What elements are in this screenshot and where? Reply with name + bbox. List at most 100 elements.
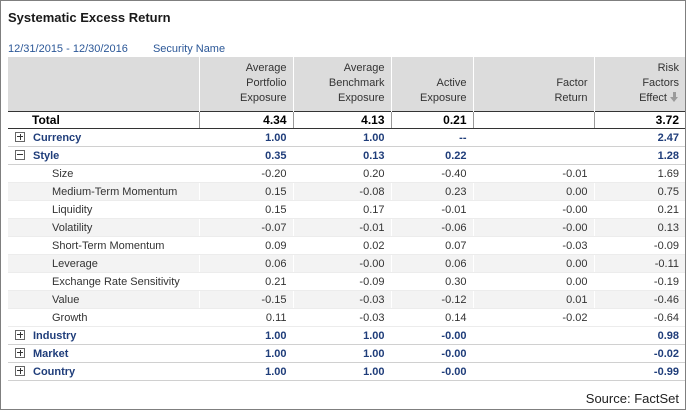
factor-avg-benchmark: -0.03: [292, 308, 391, 327]
group-active-exposure: --: [390, 128, 473, 147]
factor-risk-effect: -0.11: [593, 254, 685, 273]
factor-active-exposure: -0.12: [390, 290, 473, 309]
factor-active-exposure: -0.06: [390, 218, 473, 237]
expand-icon[interactable]: [15, 131, 25, 142]
factor-label: Leverage: [8, 254, 199, 273]
group-avg-portfolio: 0.35: [198, 146, 293, 165]
group-avg-benchmark: 1.00: [292, 362, 391, 381]
total-avg-benchmark: 4.13: [292, 111, 391, 129]
group-risk-effect: 2.47: [593, 128, 685, 147]
group-risk-effect: -0.99: [593, 362, 685, 381]
header-avg-benchmark-exposure[interactable]: Average Benchmark Exposure: [292, 57, 391, 112]
factor-risk-effect: -0.64: [593, 308, 685, 327]
factor-factor-return: -0.02: [472, 308, 594, 327]
source-note: Source: FactSet: [585, 391, 679, 406]
group-row-industry[interactable]: Industry 1.00 1.00 -0.00 0.98: [8, 326, 685, 345]
factor-avg-portfolio: 0.11: [198, 308, 293, 327]
factor-factor-return: -0.00: [472, 218, 594, 237]
group-risk-effect: 1.28: [593, 146, 685, 165]
factor-active-exposure: 0.23: [390, 182, 473, 201]
table-row: Exchange Rate Sensitivity 0.21 -0.09 0.30 0.…: [8, 272, 685, 291]
group-avg-benchmark: 1.00: [292, 326, 391, 345]
factor-active-exposure: 0.14: [390, 308, 473, 327]
factor-factor-return: 0.01: [472, 290, 594, 309]
group-label: Industry: [33, 329, 77, 342]
total-factor-return: [472, 111, 594, 129]
factor-risk-effect: 0.75: [593, 182, 685, 201]
collapse-icon[interactable]: [15, 149, 25, 160]
header-risk-factors-effect[interactable]: Risk Factors Effect: [593, 57, 685, 112]
group-row-currency[interactable]: Currency 1.00 1.00 -- 2.47: [8, 128, 685, 147]
factor-avg-benchmark: -0.09: [292, 272, 391, 291]
group-label: Currency: [33, 131, 82, 144]
report-title: Systematic Excess Return: [8, 10, 171, 25]
factor-table: Average Portfolio Exposure Average Benchmar…: [8, 57, 685, 381]
group-factor-return: [472, 344, 594, 363]
security-name-link[interactable]: Security Name: [152, 43, 226, 55]
factor-label: Exchange Rate Sensitivity: [8, 272, 199, 291]
table-row: Growth 0.11 -0.03 0.14 -0.02 -0.64: [8, 308, 685, 327]
table-header-row: Average Portfolio Exposure Average Benchmar…: [8, 57, 685, 112]
table-body: Total 4.34 4.13 0.21 3.72 Currency 1.00 1.…: [8, 111, 685, 381]
factor-avg-portfolio: 0.09: [198, 236, 293, 255]
date-range-link[interactable]: 12/31/2015 - 12/30/2016: [8, 43, 128, 55]
expand-icon[interactable]: [15, 365, 25, 376]
group-label-cell: Market: [8, 344, 199, 363]
group-label-cell: Industry: [8, 326, 199, 345]
group-risk-effect: -0.02: [593, 344, 685, 363]
total-avg-portfolio: 4.34: [198, 111, 293, 129]
factor-avg-portfolio: 0.06: [198, 254, 293, 273]
total-label: Total: [8, 111, 199, 129]
header-factor-return[interactable]: Factor Return: [472, 57, 594, 112]
group-factor-return: [472, 326, 594, 345]
factor-avg-portfolio: -0.07: [198, 218, 293, 237]
table-row: Medium-Term Momentum 0.15 -0.08 0.23 0.00 0.7…: [8, 182, 685, 201]
group-avg-portfolio: 1.00: [198, 362, 293, 381]
header-label: [8, 57, 199, 112]
factor-label: Growth: [8, 308, 199, 327]
factor-factor-return: 0.00: [472, 254, 594, 273]
factor-active-exposure: 0.30: [390, 272, 473, 291]
factor-avg-benchmark: -0.08: [292, 182, 391, 201]
factor-risk-effect: -0.09: [593, 236, 685, 255]
group-row-market[interactable]: Market 1.00 1.00 -0.00 -0.02: [8, 344, 685, 363]
factor-risk-effect: 0.21: [593, 200, 685, 219]
table-row: Short-Term Momentum 0.09 0.02 0.07 -0.03 -0.0…: [8, 236, 685, 255]
group-label-cell: Currency: [8, 128, 199, 147]
group-label: Market: [33, 347, 69, 360]
table-row: Size -0.20 0.20 -0.40 -0.01 1.69: [8, 164, 685, 183]
group-avg-portfolio: 1.00: [198, 128, 293, 147]
factor-avg-benchmark: -0.00: [292, 254, 391, 273]
group-active-exposure: -0.00: [390, 326, 473, 345]
group-avg-benchmark: 1.00: [292, 128, 391, 147]
factor-risk-effect: -0.19: [593, 272, 685, 291]
total-active-exposure: 0.21: [390, 111, 473, 129]
table-row: Value -0.15 -0.03 -0.12 0.01 -0.46: [8, 290, 685, 309]
sort-descending-icon[interactable]: [670, 92, 679, 102]
header-avg-portfolio-exposure[interactable]: Average Portfolio Exposure: [198, 57, 293, 112]
group-avg-portfolio: 1.00: [198, 326, 293, 345]
factor-active-exposure: 0.07: [390, 236, 473, 255]
expand-icon[interactable]: [15, 347, 25, 358]
factor-avg-benchmark: 0.17: [292, 200, 391, 219]
factor-label: Volatility: [8, 218, 199, 237]
group-factor-return: [472, 128, 594, 147]
group-avg-benchmark: 0.13: [292, 146, 391, 165]
expand-icon[interactable]: [15, 329, 25, 340]
table-row: Liquidity 0.15 0.17 -0.01 -0.00 0.21: [8, 200, 685, 219]
group-risk-effect: 0.98: [593, 326, 685, 345]
factor-factor-return: 0.00: [472, 272, 594, 291]
group-label: Country: [33, 365, 76, 378]
factor-risk-effect: 0.13: [593, 218, 685, 237]
group-active-exposure: -0.00: [390, 362, 473, 381]
group-active-exposure: -0.00: [390, 344, 473, 363]
group-label: Style: [33, 149, 60, 162]
header-active-exposure[interactable]: Active Exposure: [390, 57, 473, 112]
factor-factor-return: -0.03: [472, 236, 594, 255]
factor-factor-return: -0.00: [472, 200, 594, 219]
factor-label: Short-Term Momentum: [8, 236, 199, 255]
group-row-country[interactable]: Country 1.00 1.00 -0.00 -0.99: [8, 362, 685, 381]
factor-avg-portfolio: 0.15: [198, 200, 293, 219]
group-row-style[interactable]: Style 0.35 0.13 0.22 1.28: [8, 146, 685, 165]
